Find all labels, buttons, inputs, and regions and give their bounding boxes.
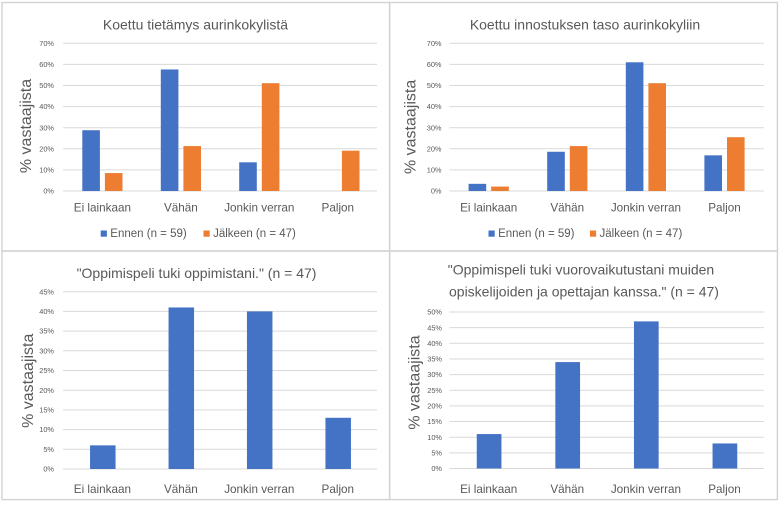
svg-text:60%: 60% bbox=[427, 60, 442, 69]
svg-text:40%: 40% bbox=[39, 307, 54, 316]
svg-text:Jonkin verran: Jonkin verran bbox=[611, 483, 681, 496]
svg-text:Ei lainkaan: Ei lainkaan bbox=[74, 202, 131, 215]
svg-text:Ennen (n = 59): Ennen (n = 59) bbox=[498, 228, 575, 240]
svg-text:30%: 30% bbox=[427, 123, 442, 132]
svg-text:45%: 45% bbox=[427, 323, 442, 332]
svg-text:Vähän: Vähän bbox=[550, 202, 584, 215]
svg-text:Koettu tietämys aurinkokylistä: Koettu tietämys aurinkokylistä bbox=[103, 16, 288, 32]
svg-text:Jonkin verran: Jonkin verran bbox=[224, 483, 294, 496]
svg-text:5%: 5% bbox=[431, 448, 442, 457]
svg-text:Paljon: Paljon bbox=[708, 202, 741, 215]
svg-text:30%: 30% bbox=[427, 370, 442, 379]
svg-text:20%: 20% bbox=[39, 386, 54, 395]
svg-text:15%: 15% bbox=[427, 417, 442, 426]
svg-text:10%: 10% bbox=[39, 166, 54, 175]
svg-text:0%: 0% bbox=[431, 187, 442, 196]
svg-text:Jonkin verran: Jonkin verran bbox=[224, 202, 294, 215]
svg-text:Ennen (n = 59): Ennen (n = 59) bbox=[110, 228, 187, 240]
svg-text:10%: 10% bbox=[427, 166, 442, 175]
svg-text:25%: 25% bbox=[39, 366, 54, 375]
svg-text:20%: 20% bbox=[427, 144, 442, 153]
svg-text:Paljon: Paljon bbox=[708, 483, 741, 496]
svg-text:45%: 45% bbox=[39, 287, 54, 296]
svg-text:70%: 70% bbox=[427, 39, 442, 48]
svg-text:Ei lainkaan: Ei lainkaan bbox=[460, 483, 517, 496]
svg-text:20%: 20% bbox=[39, 144, 54, 153]
svg-text:Vähän: Vähän bbox=[164, 202, 198, 215]
svg-text:0%: 0% bbox=[43, 187, 54, 196]
svg-text:40%: 40% bbox=[39, 102, 54, 111]
svg-text:% vastaajista: % vastaajista bbox=[403, 80, 420, 174]
svg-text:15%: 15% bbox=[39, 406, 54, 415]
svg-text:50%: 50% bbox=[427, 308, 442, 317]
svg-text:0%: 0% bbox=[43, 465, 54, 474]
svg-text:% vastaajista: % vastaajista bbox=[20, 334, 37, 428]
svg-text:Jälkeen (n = 47): Jälkeen (n = 47) bbox=[213, 228, 296, 240]
svg-text:50%: 50% bbox=[39, 81, 54, 90]
svg-text:Vähän: Vähän bbox=[550, 483, 584, 496]
svg-text:35%: 35% bbox=[427, 355, 442, 364]
svg-text:5%: 5% bbox=[43, 445, 54, 454]
svg-text:40%: 40% bbox=[427, 339, 442, 348]
svg-text:10%: 10% bbox=[39, 425, 54, 434]
svg-text:% vastaajista: % vastaajista bbox=[18, 79, 35, 173]
svg-text:"Oppimispeli tuki vuorovaikutu: "Oppimispeli tuki vuorovaikutustani muid… bbox=[448, 262, 714, 278]
svg-text:40%: 40% bbox=[427, 102, 442, 111]
svg-text:% vastaajista: % vastaajista bbox=[407, 335, 424, 429]
svg-text:Koettu innostuksen taso aurink: Koettu innostuksen taso aurinkokyliin bbox=[470, 17, 700, 33]
svg-text:30%: 30% bbox=[39, 346, 54, 355]
svg-text:0%: 0% bbox=[431, 464, 442, 473]
svg-text:Jonkin verran: Jonkin verran bbox=[611, 202, 681, 215]
svg-text:70%: 70% bbox=[39, 39, 54, 48]
svg-text:30%: 30% bbox=[39, 123, 54, 132]
svg-text:"Oppimispeli tuki oppimistani.: "Oppimispeli tuki oppimistani." (n = 47) bbox=[77, 265, 317, 281]
svg-text:20%: 20% bbox=[427, 402, 442, 411]
svg-text:Paljon: Paljon bbox=[322, 202, 355, 215]
svg-text:25%: 25% bbox=[427, 386, 442, 395]
svg-text:Ei lainkaan: Ei lainkaan bbox=[74, 483, 131, 496]
svg-text:60%: 60% bbox=[39, 60, 54, 69]
svg-text:Ei lainkaan: Ei lainkaan bbox=[460, 202, 517, 215]
svg-text:35%: 35% bbox=[39, 327, 54, 336]
svg-text:10%: 10% bbox=[427, 433, 442, 442]
svg-text:Jälkeen (n = 47): Jälkeen (n = 47) bbox=[600, 228, 683, 240]
svg-text:opiskelijoiden ja opettajan ka: opiskelijoiden ja opettajan kanssa." (n … bbox=[449, 283, 719, 299]
svg-text:Vähän: Vähän bbox=[164, 483, 198, 496]
svg-text:50%: 50% bbox=[427, 81, 442, 90]
svg-text:Paljon: Paljon bbox=[322, 483, 355, 496]
